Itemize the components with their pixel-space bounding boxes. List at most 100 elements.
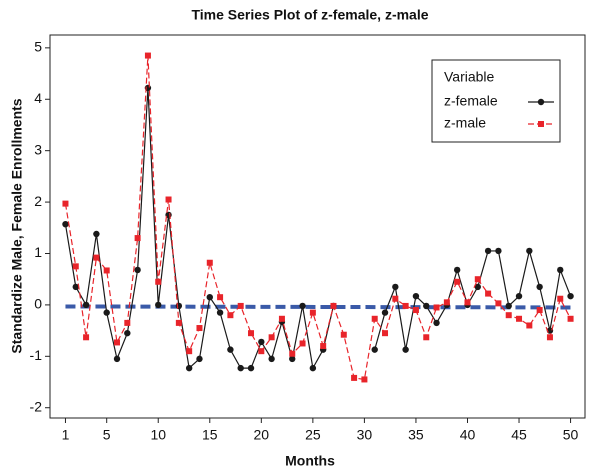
point	[113, 355, 121, 363]
legend-label: z-male	[444, 115, 486, 131]
point	[546, 334, 553, 341]
point	[217, 294, 224, 301]
point	[175, 319, 182, 326]
point	[485, 290, 492, 297]
legend-marker	[537, 98, 545, 106]
y-tick-label: -2	[30, 398, 43, 414]
y-tick-label: -1	[30, 347, 43, 363]
plot-frame	[49, 34, 586, 419]
point	[382, 330, 389, 337]
point	[423, 334, 430, 341]
point	[268, 355, 275, 363]
point	[155, 301, 162, 309]
point	[93, 230, 100, 238]
point	[464, 299, 471, 306]
point	[62, 220, 69, 228]
trend-line	[65, 304, 571, 310]
point	[155, 278, 162, 285]
x-tick-label: 1	[62, 427, 70, 443]
point	[495, 247, 502, 255]
point	[557, 266, 564, 274]
point	[93, 254, 100, 261]
point	[237, 364, 244, 372]
point	[402, 346, 409, 353]
point	[196, 355, 203, 363]
legend-title: Variable	[444, 69, 495, 85]
point	[526, 247, 533, 255]
x-tick-label: 40	[460, 427, 476, 443]
point	[83, 334, 90, 341]
point	[454, 278, 461, 285]
point	[268, 334, 275, 341]
legend-marker	[538, 121, 544, 127]
point	[114, 339, 121, 346]
point	[165, 196, 172, 203]
point	[361, 376, 368, 383]
series-line	[64, 55, 572, 381]
x-tick-label: 20	[254, 427, 270, 443]
point	[443, 299, 450, 306]
y-tick-label: 3	[34, 141, 42, 157]
x-tick-label: 5	[103, 427, 111, 443]
point	[247, 364, 255, 372]
point	[515, 292, 523, 300]
point	[371, 346, 378, 353]
point	[536, 283, 543, 291]
point	[536, 307, 543, 314]
chart-title: Time Series Plot of z-female, z-male	[191, 7, 428, 23]
point	[412, 292, 420, 300]
point	[516, 315, 523, 322]
x-tick-label: 10	[150, 427, 166, 443]
point	[526, 322, 533, 329]
x-axis-label: Months	[285, 453, 335, 469]
x-tick-label: 15	[202, 427, 218, 443]
point	[299, 340, 306, 347]
point	[433, 319, 440, 327]
point	[340, 331, 347, 338]
point	[134, 235, 141, 242]
point	[371, 315, 378, 322]
point	[320, 343, 327, 350]
point	[62, 200, 69, 207]
point	[248, 330, 255, 337]
point	[82, 301, 90, 309]
point	[330, 302, 337, 309]
point	[72, 283, 79, 291]
point	[402, 302, 409, 309]
point	[175, 302, 183, 310]
y-tick-label: 0	[34, 296, 42, 312]
point	[392, 295, 399, 302]
point	[505, 302, 512, 310]
point	[474, 276, 481, 283]
point	[309, 309, 316, 316]
y-tick-label: 4	[34, 90, 42, 106]
point	[216, 309, 224, 316]
legend-label: z-female	[444, 93, 498, 109]
point	[484, 247, 492, 255]
point	[309, 364, 317, 372]
point	[505, 312, 512, 319]
point	[495, 300, 502, 307]
point	[412, 307, 419, 314]
point	[299, 302, 306, 310]
point	[103, 309, 110, 316]
point	[278, 315, 285, 322]
x-tick-label: 50	[563, 427, 579, 443]
point	[392, 283, 399, 291]
point	[185, 364, 193, 372]
point	[196, 325, 203, 332]
y-axis-label: Standardize Male, Female Enrollments	[9, 98, 25, 353]
point	[124, 329, 131, 337]
point	[134, 266, 141, 274]
point	[186, 348, 193, 355]
y-tick-label: 5	[34, 39, 42, 55]
point	[453, 266, 461, 274]
point	[227, 346, 234, 353]
y-tick-label: 2	[34, 193, 42, 209]
x-tick-label: 35	[408, 427, 424, 443]
point	[227, 312, 234, 319]
point	[474, 283, 481, 291]
point	[433, 304, 440, 311]
x-tick-label: 30	[357, 427, 373, 443]
